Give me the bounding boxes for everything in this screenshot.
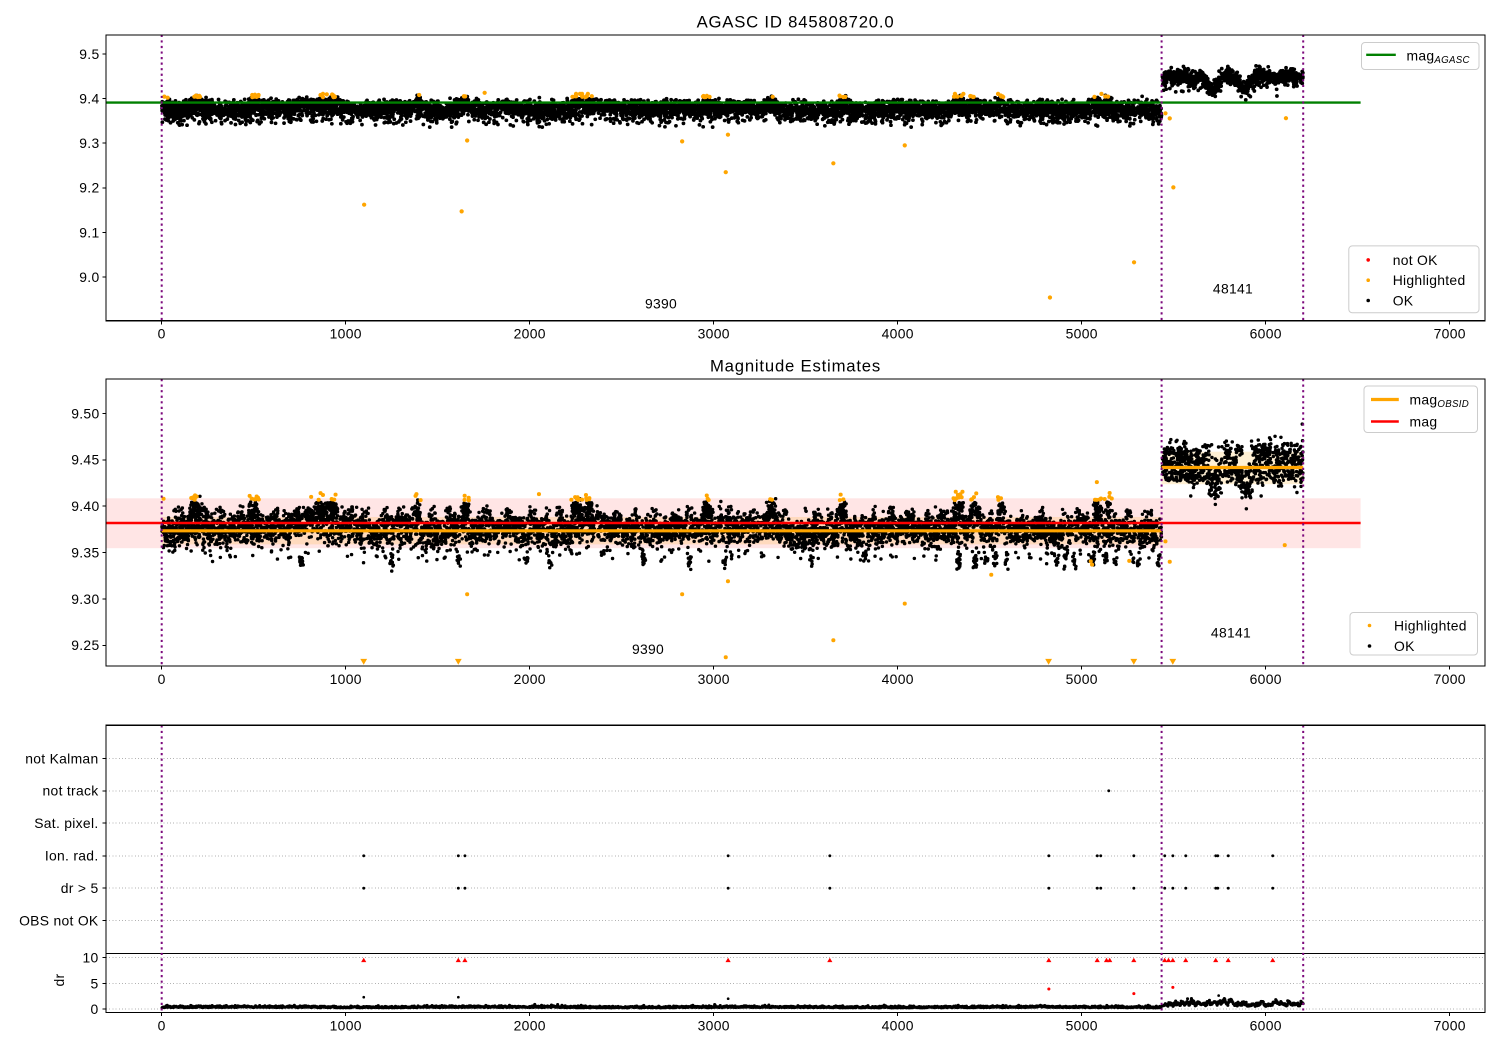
svg-text:AGASC ID 845808720.0: AGASC ID 845808720.0 xyxy=(697,13,895,32)
svg-text:2000: 2000 xyxy=(514,671,546,687)
svg-text:not Kalman: not Kalman xyxy=(25,750,98,766)
svg-text:mag: mag xyxy=(1410,413,1438,429)
svg-text:6000: 6000 xyxy=(1250,1017,1282,1033)
svg-text:4000: 4000 xyxy=(882,671,914,687)
svg-text:dr: dr xyxy=(51,973,67,986)
svg-text:3000: 3000 xyxy=(698,326,730,342)
svg-text:5: 5 xyxy=(90,975,98,991)
svg-text:1000: 1000 xyxy=(330,326,362,342)
svg-text:Magnitude Estimates: Magnitude Estimates xyxy=(710,357,881,376)
svg-text:6000: 6000 xyxy=(1250,671,1282,687)
svg-text:not track: not track xyxy=(43,783,99,799)
svg-text:1000: 1000 xyxy=(330,671,362,687)
svg-text:0: 0 xyxy=(158,1017,166,1033)
svg-text:dr > 5: dr > 5 xyxy=(61,880,99,896)
svg-text:48141: 48141 xyxy=(1213,280,1253,296)
svg-text:OBS not OK: OBS not OK xyxy=(19,913,99,929)
svg-text:2000: 2000 xyxy=(514,1017,546,1033)
svg-text:9.0: 9.0 xyxy=(79,269,99,285)
svg-text:9.50: 9.50 xyxy=(71,405,99,421)
svg-text:6000: 6000 xyxy=(1250,326,1282,342)
svg-text:not OK: not OK xyxy=(1393,252,1438,268)
svg-text:OK: OK xyxy=(1394,638,1415,654)
svg-text:9.30: 9.30 xyxy=(71,591,99,607)
svg-text:48141: 48141 xyxy=(1211,624,1251,640)
svg-text:0: 0 xyxy=(158,671,166,687)
svg-text:7000: 7000 xyxy=(1434,326,1466,342)
svg-text:7000: 7000 xyxy=(1434,1017,1466,1033)
svg-text:5000: 5000 xyxy=(1066,326,1098,342)
svg-text:Highlighted: Highlighted xyxy=(1394,617,1467,633)
svg-text:10: 10 xyxy=(82,950,98,966)
svg-text:5000: 5000 xyxy=(1066,671,1098,687)
svg-text:9.35: 9.35 xyxy=(71,545,99,561)
svg-text:4000: 4000 xyxy=(882,1017,914,1033)
svg-text:0: 0 xyxy=(90,1001,98,1017)
svg-text:9.4: 9.4 xyxy=(79,91,99,107)
svg-text:9.5: 9.5 xyxy=(79,46,99,62)
svg-text:4000: 4000 xyxy=(882,326,914,342)
svg-text:5000: 5000 xyxy=(1066,1017,1098,1033)
svg-text:3000: 3000 xyxy=(698,671,730,687)
svg-text:1000: 1000 xyxy=(330,1017,362,1033)
svg-text:2000: 2000 xyxy=(514,326,546,342)
svg-text:Ion. rad.: Ion. rad. xyxy=(45,848,99,864)
svg-text:7000: 7000 xyxy=(1434,671,1466,687)
svg-text:Highlighted: Highlighted xyxy=(1393,272,1466,288)
svg-text:Sat. pixel.: Sat. pixel. xyxy=(34,815,98,831)
svg-text:0: 0 xyxy=(158,326,166,342)
svg-text:9.45: 9.45 xyxy=(71,452,99,468)
svg-text:9.3: 9.3 xyxy=(79,135,99,151)
svg-text:9.2: 9.2 xyxy=(79,180,99,196)
svg-text:9390: 9390 xyxy=(645,295,677,311)
svg-text:9.40: 9.40 xyxy=(71,498,99,514)
svg-text:9.1: 9.1 xyxy=(79,224,99,240)
svg-text:9390: 9390 xyxy=(632,641,664,657)
svg-text:3000: 3000 xyxy=(698,1017,730,1033)
svg-text:9.25: 9.25 xyxy=(71,637,99,653)
svg-text:OK: OK xyxy=(1393,292,1414,308)
